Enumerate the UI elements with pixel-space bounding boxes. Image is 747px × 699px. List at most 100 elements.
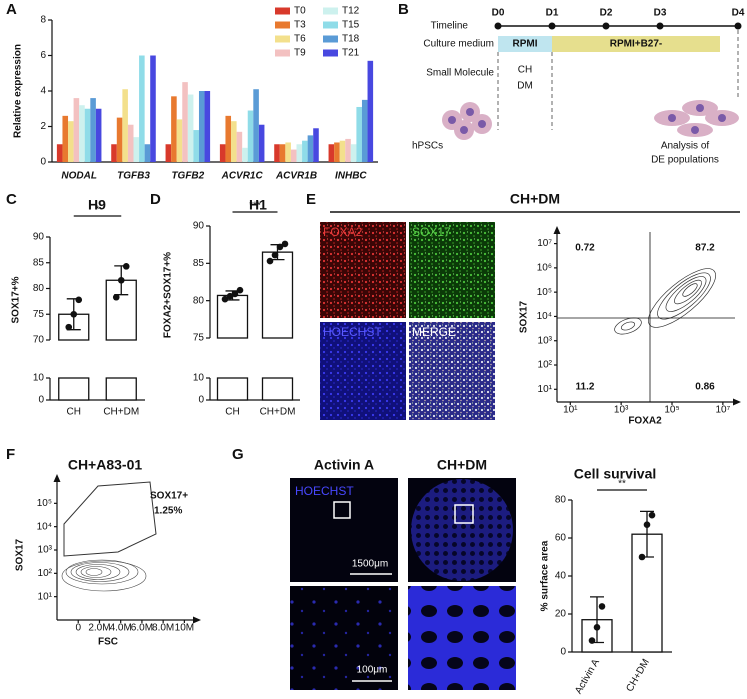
legend-label: T12 bbox=[342, 6, 360, 17]
chart-title: H1 bbox=[249, 197, 267, 213]
day-label: D1 bbox=[546, 8, 559, 19]
bar bbox=[84, 108, 91, 162]
bar bbox=[261, 251, 294, 339]
bar bbox=[165, 144, 172, 162]
micrograph bbox=[320, 322, 406, 420]
data-point bbox=[588, 637, 596, 644]
data-point bbox=[65, 323, 73, 331]
data-point bbox=[112, 293, 120, 301]
legend-label: T15 bbox=[342, 20, 360, 31]
x-tick-label: TGFB3 bbox=[117, 171, 150, 182]
data-point bbox=[598, 603, 606, 610]
data-point bbox=[117, 276, 125, 284]
x-tick-label: 10⁷ bbox=[715, 405, 730, 416]
micrograph bbox=[409, 322, 495, 420]
y-tick-label: 10⁴ bbox=[537, 311, 552, 322]
data-point bbox=[231, 290, 239, 298]
y-tick-label: 10¹ bbox=[38, 591, 53, 602]
timeline-dot bbox=[494, 22, 502, 30]
y-tick-label: 0 bbox=[560, 647, 566, 658]
bar bbox=[247, 110, 254, 162]
bar bbox=[302, 140, 308, 162]
panel-label: D bbox=[150, 191, 161, 208]
timeline-dot bbox=[602, 22, 610, 30]
x-tick-label: 0 bbox=[75, 623, 81, 634]
y-tick-label: 0 bbox=[38, 395, 44, 406]
legend-swatch bbox=[323, 49, 338, 57]
bar bbox=[253, 89, 259, 162]
legend-swatch bbox=[323, 35, 338, 43]
timeline-dot bbox=[548, 22, 556, 30]
quadrant-value: 87.2 bbox=[695, 243, 715, 254]
zoom-box bbox=[333, 501, 351, 519]
chart-title: H9 bbox=[88, 197, 106, 213]
scale-label: 100μm bbox=[357, 665, 388, 676]
y-tick-label: 10 bbox=[193, 373, 205, 384]
bar bbox=[176, 119, 183, 162]
legend-swatch bbox=[323, 7, 338, 15]
legend-swatch bbox=[275, 35, 290, 43]
medium-box bbox=[552, 36, 720, 52]
bar bbox=[231, 121, 237, 162]
bar bbox=[258, 124, 265, 162]
legend-label: T18 bbox=[342, 34, 360, 45]
x-tick-label: 6.0M bbox=[131, 623, 153, 634]
channel-label: SOX17 bbox=[412, 225, 451, 239]
panel-title: CH+DM bbox=[510, 191, 560, 207]
bar bbox=[279, 144, 286, 162]
x-tick-label: 2.0M bbox=[88, 623, 110, 634]
bar bbox=[68, 121, 74, 162]
bar bbox=[187, 94, 194, 162]
data-point bbox=[75, 296, 83, 304]
bar bbox=[307, 135, 314, 162]
bar bbox=[133, 137, 140, 162]
data-point bbox=[221, 295, 229, 303]
y-tick-label: 10³ bbox=[38, 545, 53, 556]
bar bbox=[274, 144, 280, 162]
stain-label: HOECHST bbox=[295, 484, 354, 498]
y-tick-label: 0 bbox=[40, 157, 46, 168]
micrograph bbox=[408, 586, 516, 690]
micrograph bbox=[290, 478, 398, 582]
data-point bbox=[593, 624, 601, 631]
zoom-box bbox=[454, 504, 474, 524]
y-tick-label: 70 bbox=[33, 335, 45, 346]
cell-cluster bbox=[654, 100, 739, 137]
bar bbox=[150, 55, 156, 162]
medium-box bbox=[498, 36, 552, 52]
end-label: DE populations bbox=[651, 155, 719, 166]
y-axis-label: SOX17 bbox=[15, 538, 26, 571]
panel-label: G bbox=[232, 446, 244, 463]
data-point bbox=[643, 521, 651, 528]
medium-label: RPMI bbox=[513, 39, 538, 50]
gate-value: 1.25% bbox=[154, 506, 182, 517]
cell-cluster bbox=[442, 102, 492, 140]
bar bbox=[328, 144, 335, 162]
bar bbox=[361, 99, 368, 162]
y-tick-label: 80 bbox=[33, 283, 45, 294]
timeline-dot bbox=[656, 22, 664, 30]
bar bbox=[90, 98, 96, 162]
y-tick-label: 75 bbox=[193, 333, 205, 344]
y-tick-label: 10⁴ bbox=[37, 521, 52, 532]
data-point bbox=[276, 243, 284, 251]
end-label: Analysis of bbox=[661, 141, 710, 152]
x-tick-label: 10M bbox=[175, 623, 194, 634]
legend-swatch bbox=[275, 21, 290, 29]
channel-label: FOXA2 bbox=[323, 225, 363, 239]
y-axis-label: % surface area bbox=[540, 540, 551, 611]
bar bbox=[236, 131, 243, 162]
y-axis-label: SOX17+% bbox=[11, 276, 22, 323]
quadrant-value: 0.72 bbox=[575, 243, 595, 254]
bar bbox=[116, 117, 123, 162]
bar bbox=[95, 108, 102, 162]
panel-label: E bbox=[306, 191, 316, 208]
x-tick-label: 4.0M bbox=[110, 623, 132, 634]
bar bbox=[127, 124, 134, 162]
bar bbox=[345, 138, 351, 162]
x-tick-label: TGFB2 bbox=[171, 171, 204, 182]
bar bbox=[122, 89, 128, 162]
contour bbox=[61, 559, 147, 592]
x-tick-label: INHBC bbox=[335, 171, 367, 182]
